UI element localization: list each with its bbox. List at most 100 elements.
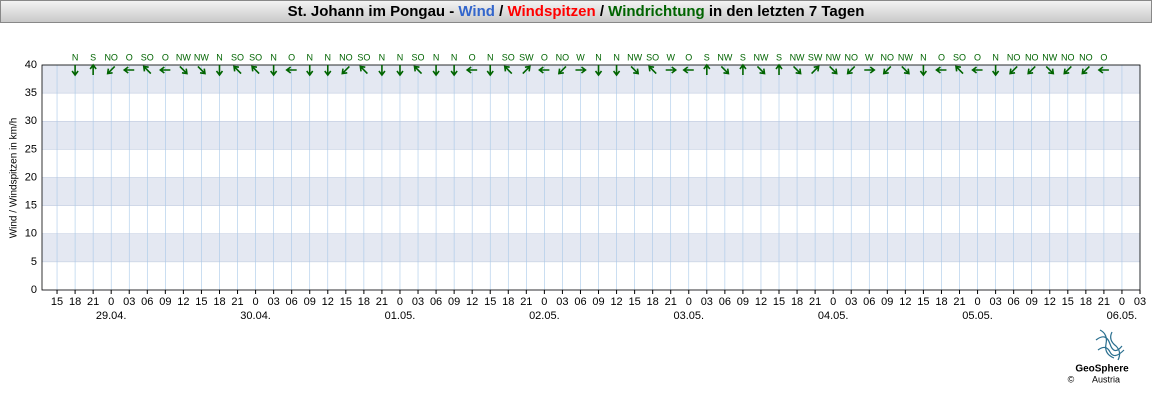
direction-arrow: [792, 65, 802, 75]
direction-arrow: [179, 65, 188, 75]
direction-label: N: [451, 52, 458, 62]
direction-label: NO: [104, 52, 118, 62]
x-tick-label: 12: [899, 296, 911, 308]
direction-label: O: [288, 52, 295, 62]
x-tick-label: 15: [195, 296, 207, 308]
direction-label: N: [613, 52, 620, 62]
direction-arrow: [557, 65, 567, 75]
y-tick-label: 35: [25, 87, 37, 99]
direction-arrow: [359, 65, 368, 75]
x-tick-label: 15: [628, 296, 640, 308]
direction-arrow: [341, 65, 350, 75]
x-tick-label: 09: [881, 296, 893, 308]
direction-arrow: [1081, 65, 1090, 75]
x-tick-label: 0: [830, 296, 836, 308]
direction-label: SO: [412, 52, 425, 62]
direction-label: NW: [790, 52, 805, 62]
direction-label: NO: [556, 52, 570, 62]
x-tick-label: 06: [574, 296, 586, 308]
direction-label: SW: [808, 52, 823, 62]
direction-arrow: [935, 66, 947, 74]
x-tick-label: 03: [123, 296, 135, 308]
title-gust: Windspitzen: [507, 3, 595, 20]
direction-arrow: [486, 65, 494, 77]
x-tick-label: 06: [1008, 296, 1020, 308]
chart-title: St. Johann im Pongau - Wind / Windspitze…: [288, 3, 865, 20]
direction-label: N: [992, 52, 999, 62]
plot-area: [42, 64, 1141, 291]
direction-label: NW: [826, 52, 841, 62]
x-tick-label: 0: [686, 296, 692, 308]
x-tick-label: 18: [647, 296, 659, 308]
direction-label: NO: [1025, 52, 1039, 62]
y-tick-label: 10: [25, 228, 37, 240]
x-tick-label: 21: [953, 296, 965, 308]
direction-label: N: [72, 52, 79, 62]
x-tick-label: 09: [159, 296, 171, 308]
x-tick-label: 18: [213, 296, 225, 308]
x-tick-label: 21: [520, 296, 532, 308]
date-label: 01.05.: [385, 310, 416, 322]
x-tick-label: 21: [809, 296, 821, 308]
direction-arrow: [612, 65, 621, 77]
direction-label: O: [685, 52, 692, 62]
date-label: 03.05.: [673, 310, 704, 322]
x-tick-label: 18: [502, 296, 514, 308]
direction-label: NW: [898, 52, 913, 62]
logo-sub: Austria: [1092, 374, 1120, 384]
direction-label: N: [920, 52, 927, 62]
x-tick-label: 15: [340, 296, 352, 308]
x-tick-label: 21: [376, 296, 388, 308]
direction-arrow: [648, 65, 657, 75]
title-sep: /: [600, 3, 605, 20]
x-tick-label: 03: [701, 296, 713, 308]
direction-label: S: [740, 52, 746, 62]
grid-band: [42, 233, 1140, 262]
x-tick-label: 06: [286, 296, 298, 308]
x-tick-label: 06: [141, 296, 153, 308]
direction-label: O: [1100, 52, 1107, 62]
direction-label: NO: [881, 52, 895, 62]
direction-arrow: [756, 65, 766, 75]
x-tick-label: 12: [466, 296, 478, 308]
direction-label: S: [90, 52, 96, 62]
x-tick-label: 15: [773, 296, 785, 308]
direction-label: N: [216, 52, 223, 62]
logo-icon: [1095, 329, 1125, 361]
date-label: 30.04.: [240, 310, 271, 322]
direction-arrow: [630, 65, 640, 75]
copyright: ©: [1068, 374, 1075, 384]
direction-arrow: [122, 66, 135, 74]
y-tick-label: 40: [25, 59, 37, 71]
direction-arrow: [575, 66, 587, 74]
direction-label: NO: [1007, 52, 1021, 62]
direction-arrow: [159, 66, 171, 74]
x-tick-label: 21: [87, 296, 99, 308]
x-tick-label: 0: [253, 296, 259, 308]
direction-label: SO: [141, 52, 154, 62]
grid-band: [42, 121, 1140, 150]
direction-label: O: [162, 52, 169, 62]
direction-arrow: [1027, 65, 1036, 75]
direction-label: SW: [519, 52, 534, 62]
direction-arrow: [522, 65, 531, 75]
direction-label: N: [595, 52, 602, 62]
x-tick-label: 12: [755, 296, 767, 308]
y-tick-label: 0: [31, 284, 37, 296]
y-tick-label: 20: [25, 171, 37, 183]
direction-arrow: [71, 65, 79, 77]
direction-label: W: [865, 52, 874, 62]
x-tick-label: 18: [791, 296, 803, 308]
direction-arrow: [901, 65, 910, 75]
direction-arrow: [775, 63, 783, 75]
direction-arrow: [215, 65, 224, 77]
direction-label: NW: [194, 52, 209, 62]
x-tick-label: 15: [917, 296, 929, 308]
y-tick-label: 15: [25, 200, 37, 212]
direction-label: SO: [953, 52, 966, 62]
direction-label: N: [397, 52, 404, 62]
x-tick-label: 18: [358, 296, 370, 308]
y-tick-label: 30: [25, 115, 37, 127]
x-tick-label: 09: [304, 296, 316, 308]
title-wind: Wind: [458, 3, 495, 20]
